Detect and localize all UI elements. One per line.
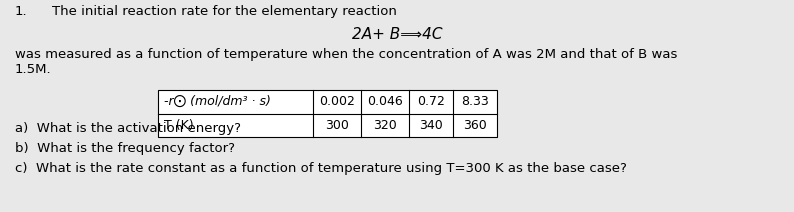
Text: 0.002: 0.002 (319, 95, 355, 108)
Text: b)  What is the frequency factor?: b) What is the frequency factor? (15, 142, 235, 155)
Text: 2A+ B⟹4C: 2A+ B⟹4C (352, 27, 442, 42)
Text: 320: 320 (373, 119, 397, 132)
Text: 360: 360 (463, 119, 487, 132)
Text: T (K): T (K) (164, 119, 194, 132)
Bar (158, 90, 497, 137)
Text: The initial reaction rate for the elementary reaction: The initial reaction rate for the elemen… (52, 5, 397, 18)
Text: 340: 340 (419, 119, 443, 132)
Text: -r⨀ (mol/dm³ · s): -r⨀ (mol/dm³ · s) (164, 95, 271, 108)
Text: was measured as a function of temperature when the concentration of A was 2M and: was measured as a function of temperatur… (15, 48, 677, 61)
Text: 8.33: 8.33 (461, 95, 489, 108)
Text: 300: 300 (325, 119, 349, 132)
Text: 1.: 1. (15, 5, 28, 18)
Text: 1.5M.: 1.5M. (15, 63, 52, 76)
Text: 0.046: 0.046 (367, 95, 403, 108)
Text: c)  What is the rate constant as a function of temperature using T=300 K as the : c) What is the rate constant as a functi… (15, 162, 627, 175)
Text: a)  What is the activation energy?: a) What is the activation energy? (15, 122, 241, 135)
Text: 0.72: 0.72 (417, 95, 445, 108)
